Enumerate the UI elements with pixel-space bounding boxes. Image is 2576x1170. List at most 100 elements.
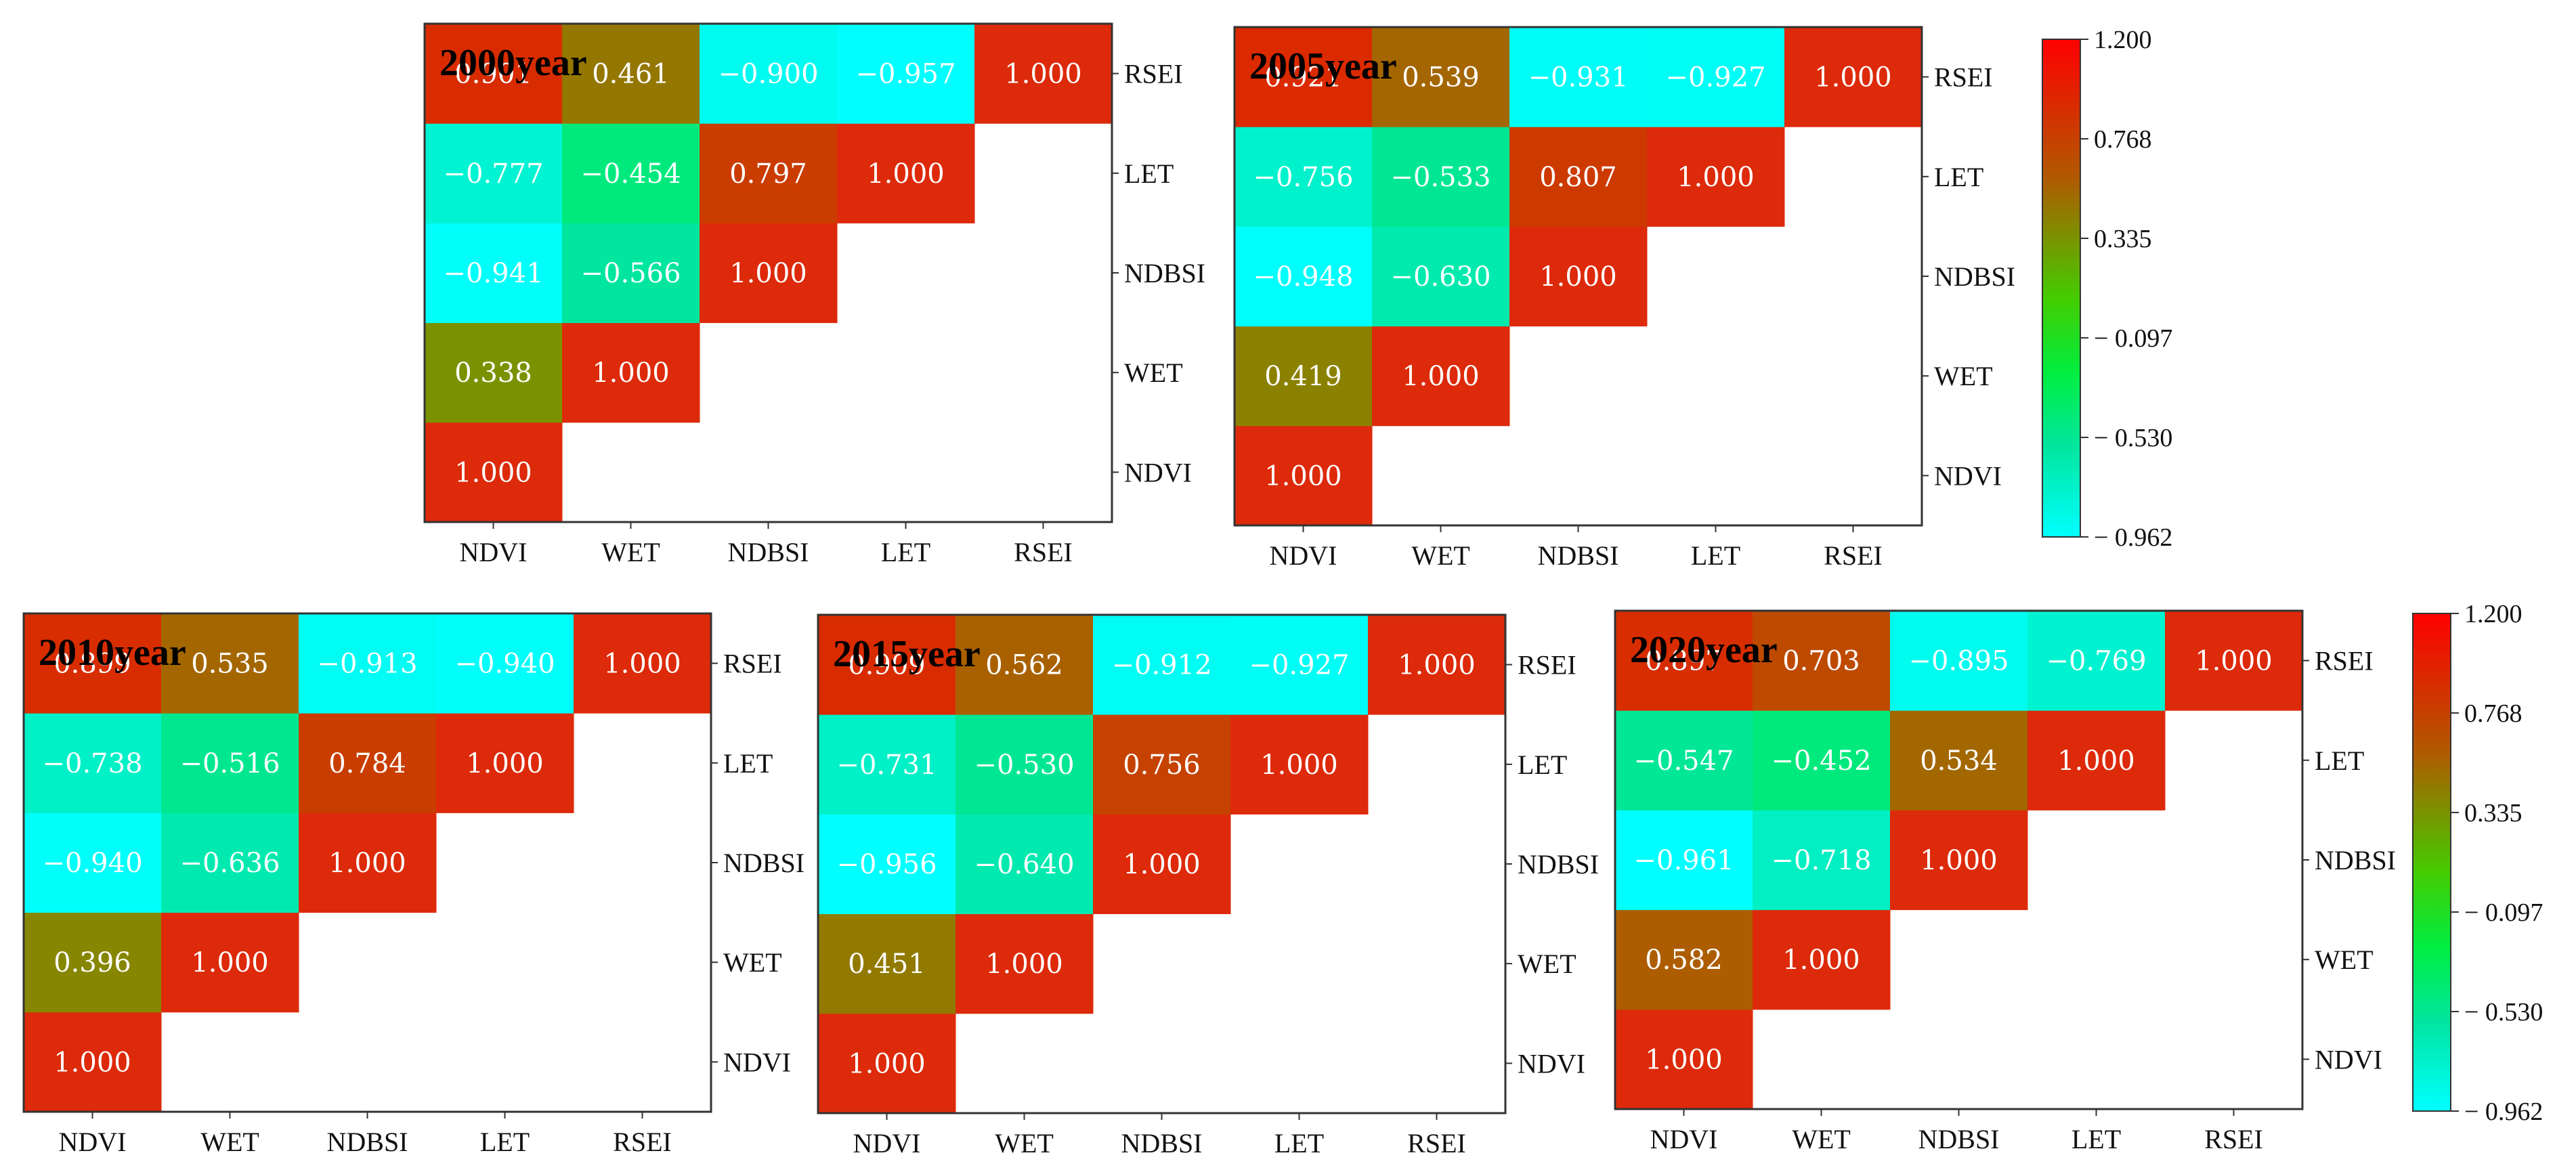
y-tick-label: NDBSI [723, 848, 804, 878]
cell-value-label: 1.000 [454, 457, 532, 488]
y-tick-label: LET [1518, 750, 1567, 780]
cell-value-label: 1.000 [867, 158, 945, 190]
cell-value-label: −0.931 [1528, 62, 1628, 93]
x-tick-label: LET [480, 1127, 530, 1157]
heatmap-cell [425, 24, 563, 124]
cell-value-label: 0.534 [1920, 745, 1998, 777]
heatmap-cell [1235, 27, 1373, 127]
y-tick-label: LET [723, 748, 773, 779]
x-tick-label: NDVI [1270, 540, 1337, 571]
heatmap-cell [974, 24, 1113, 124]
cell-value-label: −0.948 [1253, 261, 1353, 292]
cell-value-label: −0.941 [443, 258, 543, 289]
x-tick-label: NDBSI [1537, 540, 1618, 571]
x-tick-label: NDBSI [727, 537, 809, 567]
heatmap-2005year: 1.000 0.419 1.000 −0.948 −0.630 1.000 −0.756 −0… [1233, 26, 2015, 571]
cell-value-label: −0.895 [1908, 646, 2009, 677]
cell-value-label: −0.940 [454, 649, 555, 680]
heatmap-cell [24, 613, 162, 714]
y-tick-label: NDVI [1934, 460, 2002, 491]
heatmap-cell [436, 613, 574, 714]
heatmap-cell [562, 322, 700, 423]
cell-value-label: 1.000 [592, 358, 670, 389]
heatmap-cell [574, 613, 712, 714]
y-tick-label: LET [1934, 162, 1983, 192]
cell-value-label: 0.899 [53, 649, 131, 680]
x-tick-label: NDVI [59, 1127, 127, 1157]
y-tick-label: NDVI [723, 1047, 791, 1077]
cell-value-label: 0.921 [1264, 62, 1342, 93]
heatmap-cell [1615, 710, 1753, 810]
heatmap-cell [161, 713, 299, 813]
cell-value-label: −0.777 [443, 158, 543, 190]
cell-value-label: 1.000 [729, 258, 807, 289]
heatmap-cell [436, 713, 574, 813]
heatmap-title: 2010year [39, 632, 186, 674]
heatmap-cell [299, 613, 437, 714]
heatmap-cell [956, 615, 1094, 715]
heatmap-cell [2165, 611, 2303, 711]
cell-value-label: 0.539 [1402, 62, 1480, 93]
x-tick-label: RSEI [1407, 1128, 1466, 1158]
y-tick-label: LET [2315, 745, 2364, 776]
cell-value-label: −0.452 [1771, 745, 1871, 777]
heatmap-cell [1230, 714, 1369, 815]
x-tick-label: NDBSI [1121, 1128, 1202, 1158]
cell-value-label: 1.000 [466, 748, 544, 779]
cell-value-label: −0.630 [1390, 261, 1490, 292]
colorbar-tick-label: − 0.530 [2094, 424, 2172, 452]
heatmap-cell [299, 713, 437, 813]
x-tick-label: WET [1411, 540, 1470, 571]
heatmap-cell [1647, 27, 1785, 127]
cell-value-label: 1.000 [1004, 59, 1082, 90]
heatmap-cell [1753, 810, 1891, 911]
colorbar-tick-label: 0.335 [2464, 799, 2523, 827]
cell-value-label: 0.797 [729, 158, 807, 190]
x-tick-label: WET [200, 1127, 259, 1157]
x-tick-label: RSEI [1014, 537, 1073, 567]
y-tick-label: RSEI [1124, 59, 1183, 89]
x-tick-label: LET [881, 537, 930, 567]
heatmap-cell [1615, 810, 1753, 911]
x-tick-label: WET [1792, 1124, 1851, 1154]
heatmap-cell [1235, 326, 1373, 427]
heatmap-2015year: 1.000 0.451 1.000 −0.956 −0.640 1.000 −0.731 −0… [817, 613, 1599, 1158]
cell-value-label: 0.909 [848, 650, 926, 681]
heatmap-cell [700, 123, 838, 223]
cell-value-label: 1.000 [1402, 361, 1480, 392]
heatmap-cell [1235, 425, 1373, 526]
cell-value-label: −0.940 [42, 848, 142, 879]
cell-value-label: −0.738 [42, 748, 142, 779]
x-tick-label: NDBSI [326, 1127, 408, 1157]
heatmap-cell [1615, 909, 1753, 1010]
x-tick-label: RSEI [613, 1127, 672, 1157]
y-tick-label: NDVI [1518, 1048, 1585, 1079]
y-tick-label: WET [2315, 945, 2374, 975]
cell-value-label: 1.000 [1398, 650, 1476, 681]
heatmap-cell [562, 123, 700, 223]
cell-value-label: 1.000 [1920, 845, 1998, 876]
x-tick-label: WET [601, 537, 660, 567]
cell-value-label: 1.000 [1123, 849, 1201, 880]
heatmap-cell [562, 24, 700, 124]
colorbar-tick-label: − 0.962 [2094, 523, 2172, 552]
cell-value-label: 1.000 [2057, 745, 2135, 777]
colorbar-tick-label: − 0.097 [2464, 898, 2543, 927]
heatmap-title: 2020year [1630, 629, 1778, 671]
heatmap-cell [1890, 710, 2028, 810]
heatmap-panels: 1.000 0.338 1.000 −0.941 −0.566 1.000 −0.777 −0… [22, 22, 2396, 1158]
heatmap-cell [837, 24, 975, 124]
heatmap-cell [1615, 611, 1753, 711]
colorbar-tick-label: − 0.530 [2464, 998, 2543, 1026]
y-tick-label: NDBSI [1518, 849, 1599, 880]
x-tick-label: LET [2071, 1124, 2121, 1154]
y-tick-label: WET [1124, 358, 1183, 388]
x-tick-label: NDVI [853, 1128, 921, 1158]
heatmap-cell [1235, 127, 1373, 227]
cell-value-label: 0.338 [454, 358, 532, 389]
cell-value-label: 0.897 [1645, 646, 1723, 677]
heatmap-title: 2000year [439, 42, 587, 84]
heatmap-cell [1372, 326, 1510, 427]
heatmap-cell [1093, 814, 1231, 915]
